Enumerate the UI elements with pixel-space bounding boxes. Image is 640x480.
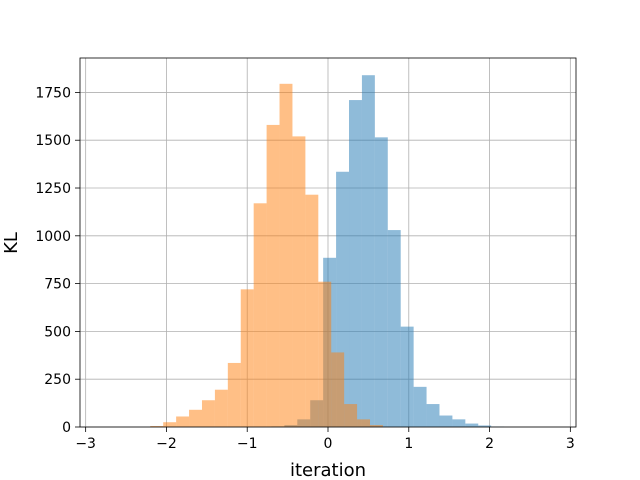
y-tick-label: 1750 (35, 85, 71, 101)
histogram-bar-series-2 (305, 194, 319, 427)
histogram-bar-series-2 (150, 426, 164, 427)
histogram-bar-series-1 (349, 100, 362, 427)
histogram-bar-series-2 (357, 419, 371, 427)
histogram-bar-series-2 (292, 136, 306, 427)
histogram-bar-series-2 (189, 409, 202, 427)
histogram-bar-series-2 (176, 416, 190, 427)
x-tick-label: −3 (75, 436, 96, 452)
histogram-bar-series-2 (331, 352, 345, 427)
histogram-bar-series-2 (370, 425, 383, 427)
bars (150, 75, 505, 428)
histogram-bar-series-2 (266, 124, 280, 427)
histogram-bar-series-2 (318, 281, 332, 427)
y-tick-label: 750 (44, 277, 71, 293)
histogram-bar-series-1 (478, 425, 492, 427)
histogram-bar-series-1 (361, 75, 375, 428)
histogram-bar-series-1 (439, 415, 453, 427)
x-tick-label: 2 (485, 436, 494, 452)
histogram-bar-series-2 (201, 400, 215, 427)
histogram-bar-series-1 (452, 419, 466, 427)
histogram-bar-series-1 (374, 137, 388, 428)
x-tick-label: −2 (156, 436, 177, 452)
x-tick-label: 1 (404, 436, 413, 452)
histogram-bar-series-1 (387, 230, 401, 427)
y-tick-label: 500 (44, 324, 71, 340)
y-tick-label: 250 (44, 372, 71, 388)
histogram-bar-series-2 (253, 203, 267, 427)
histogram-bar-series-1 (426, 404, 440, 427)
histogram-bar-series-2 (163, 422, 177, 427)
y-tick-label: 0 (62, 420, 71, 436)
x-tick-label: 3 (566, 436, 575, 452)
x-axis-label: iteration (290, 460, 366, 480)
histogram-bar-series-2 (227, 362, 241, 427)
y-tick-label: 1250 (35, 181, 71, 197)
histogram-bar-series-1 (413, 386, 427, 427)
x-tick-label: 0 (324, 436, 333, 452)
histogram-bar-series-2 (214, 389, 228, 427)
y-axis-label: KL (1, 232, 22, 254)
x-tick-label: −1 (237, 436, 258, 452)
y-tick-label: 1000 (35, 229, 71, 245)
histogram-bar-series-2 (240, 289, 254, 427)
histogram-bar-series-2 (279, 83, 293, 427)
histogram-bar-series-2 (344, 404, 358, 427)
histogram-bar-series-1 (465, 423, 479, 427)
ticks: −3 −2 −1 0 1 2 3 0 250 500 750 1000 1250 1500 1750 (35, 85, 574, 452)
y-tick-label: 1500 (35, 133, 71, 149)
histogram-bar-series-1 (400, 326, 414, 427)
